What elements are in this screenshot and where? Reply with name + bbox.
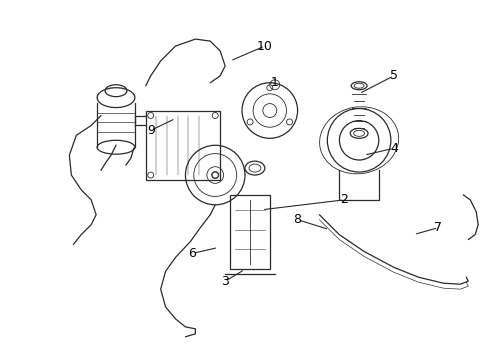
Text: 8: 8 xyxy=(293,213,301,226)
Text: 5: 5 xyxy=(389,69,397,82)
Text: 4: 4 xyxy=(389,142,397,155)
Text: 7: 7 xyxy=(434,221,442,234)
Text: 9: 9 xyxy=(146,124,154,137)
Text: 1: 1 xyxy=(270,76,278,89)
Text: 3: 3 xyxy=(221,275,228,288)
Bar xyxy=(230,195,269,269)
Text: 6: 6 xyxy=(188,247,196,260)
Bar xyxy=(145,111,220,180)
Text: 10: 10 xyxy=(256,40,272,53)
Text: 2: 2 xyxy=(340,193,347,206)
